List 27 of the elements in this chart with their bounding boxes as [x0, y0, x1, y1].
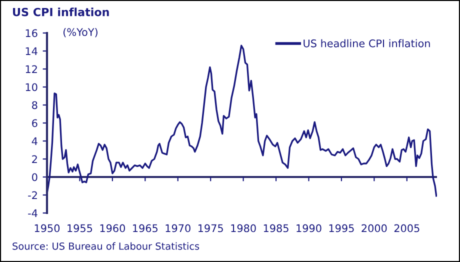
y-tick-label: -2 — [28, 191, 37, 199]
x-tick-label: 1965 — [133, 224, 158, 232]
x-tick-label: 1995 — [329, 224, 354, 232]
y-tick-label: 4 — [32, 137, 38, 145]
y-tick-label: 10 — [26, 83, 38, 92]
x-tick-label: 2000 — [362, 224, 387, 232]
y-tick-label: 12 — [26, 65, 37, 73]
x-tick-label: 1990 — [296, 224, 322, 232]
x-tick-label: 1970 — [166, 224, 190, 232]
x-tick-label: 1950 — [34, 224, 60, 232]
y-tick-label: 2 — [32, 155, 37, 163]
x-tick-label: 1975 — [198, 224, 223, 232]
y-axis-title: (%YoY) — [63, 28, 98, 38]
source-note: Source: US Bureau of Labour Statistics — [12, 242, 200, 250]
y-tick-label: 0 — [32, 173, 38, 182]
x-tick-label: 1955 — [68, 224, 92, 232]
y-tick-label: 6 — [32, 119, 38, 128]
y-tick-label: -4 — [28, 209, 38, 217]
x-tick-label: 1960 — [100, 224, 125, 232]
y-tick-label: 14 — [26, 47, 38, 55]
chart-title: US CPI inflation — [13, 8, 109, 16]
y-tick-label: 8 — [32, 101, 38, 110]
x-tick-label: 2005 — [394, 224, 420, 232]
x-tick-label: 1980 — [231, 224, 256, 232]
x-tick-label: 1985 — [264, 224, 288, 232]
y-tick-label: 16 — [26, 29, 38, 38]
legend-label: US headline CPI inflation — [304, 39, 430, 48]
